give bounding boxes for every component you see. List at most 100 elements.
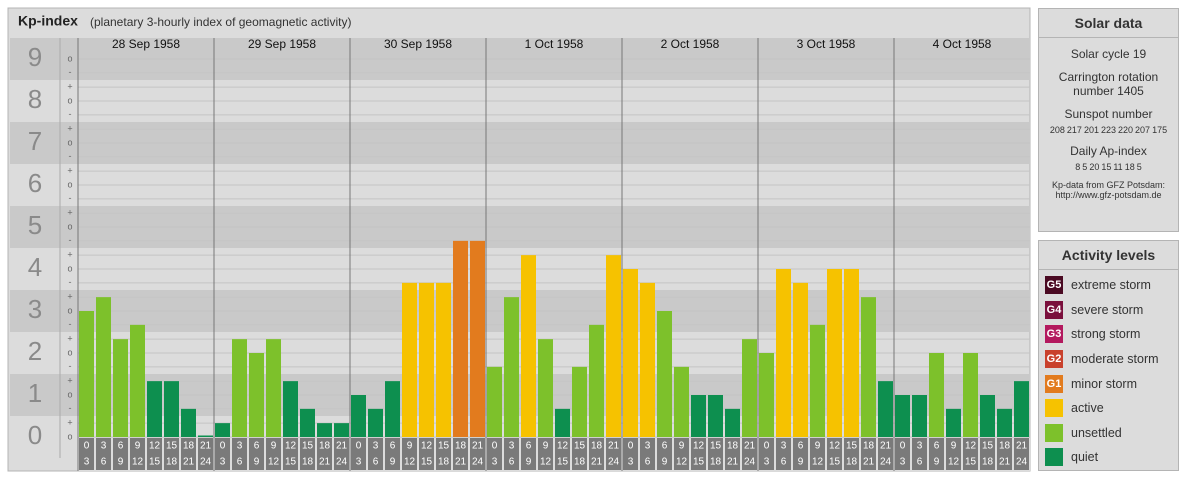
minor-tick-label: - (69, 319, 72, 329)
x-label-box (521, 438, 536, 470)
minor-tick-label: o (67, 389, 72, 399)
bar (249, 353, 264, 437)
ap-value: 5 (1136, 162, 1142, 172)
bar (759, 353, 774, 437)
x-tick-label: 12 (404, 457, 416, 468)
x-tick-label: 6 (645, 457, 651, 468)
x-tick-label: 18 (727, 441, 739, 452)
minor-tick-label: - (69, 193, 72, 203)
minor-tick-label: o (67, 137, 72, 147)
x-tick-label: 12 (948, 457, 960, 468)
minor-tick-label: o (67, 305, 72, 315)
x-tick-label: 3 (220, 457, 226, 468)
bar (453, 240, 468, 437)
x-label-box (708, 438, 723, 470)
x-tick-label: 12 (829, 441, 841, 452)
x-tick-label: 21 (863, 457, 875, 468)
x-tick-label: 0 (492, 441, 498, 452)
x-label-box (572, 438, 587, 470)
x-label-box (776, 438, 791, 470)
x-tick-label: 18 (166, 457, 178, 468)
bar (283, 381, 298, 437)
bar (266, 339, 281, 437)
x-tick-label: 15 (693, 457, 705, 468)
x-tick-label: 18 (999, 441, 1011, 452)
x-tick-label: 12 (676, 457, 688, 468)
level-swatch: G4 (1045, 300, 1063, 319)
x-tick-label: 9 (543, 441, 549, 452)
source: Kp-data from GFZ Potsdam: (1051, 180, 1166, 190)
x-tick-label: 3 (781, 441, 787, 452)
minor-tick-label: - (69, 277, 72, 287)
bar (691, 395, 706, 437)
level-label: minor storm (1071, 376, 1137, 391)
x-tick-label: 12 (812, 457, 824, 468)
minor-tick-label: + (67, 124, 72, 134)
ap-value: 11 (1113, 162, 1123, 172)
solar-panel: Solar data Solar cycle 19 Carrington rot… (1038, 8, 1179, 232)
minor-tick-label: - (69, 235, 72, 245)
day-label: 29 Sep 1958 (248, 37, 316, 51)
x-tick-label: 15 (982, 441, 994, 452)
level-item: quiet (1039, 445, 1178, 470)
level-item: G4 severe storm (1039, 298, 1178, 323)
x-tick-label: 15 (438, 441, 450, 452)
source-url: http://www.gfz-potsdam.de (1055, 190, 1162, 200)
bar (419, 282, 434, 437)
x-tick-label: 9 (679, 441, 685, 452)
x-tick-label: 6 (798, 441, 804, 452)
x-label-box (130, 438, 145, 470)
minor-tick-label: + (67, 418, 72, 428)
bar (232, 339, 247, 437)
bar (334, 423, 349, 437)
x-tick-label: 6 (237, 457, 243, 468)
x-label-box (283, 438, 298, 470)
bar (79, 311, 94, 437)
sunspot-number: 175 (1152, 125, 1168, 135)
bar (742, 339, 757, 437)
bar (929, 353, 944, 437)
bar (487, 366, 502, 437)
x-label-box (215, 438, 230, 470)
bar (368, 408, 383, 437)
x-tick-label: 6 (254, 441, 260, 452)
bar (912, 395, 927, 437)
x-tick-label: 0 (84, 441, 90, 452)
bar (674, 366, 689, 437)
minor-tick-label: + (67, 376, 72, 386)
x-tick-label: 3 (237, 441, 243, 452)
x-tick-label: 3 (628, 457, 634, 468)
minor-tick-label: + (67, 334, 72, 344)
x-tick-label: 18 (982, 457, 994, 468)
x-label-box (368, 438, 383, 470)
ap-values: 8 5 20 15 11 18 5 (1039, 162, 1178, 172)
bar (113, 339, 128, 437)
x-tick-label: 12 (965, 441, 977, 452)
x-label-box (147, 438, 162, 470)
x-label-box (810, 438, 825, 470)
bar (1014, 381, 1029, 437)
x-label-box (453, 438, 468, 470)
level-item: unsettled (1039, 421, 1178, 446)
x-label-box (96, 438, 111, 470)
level-item: active (1039, 396, 1178, 421)
bar (198, 435, 213, 437)
x-tick-label: 9 (271, 441, 277, 452)
x-label-box (198, 438, 213, 470)
x-label-box (912, 438, 927, 470)
bar (878, 381, 893, 437)
x-tick-label: 6 (101, 457, 107, 468)
x-tick-label: 6 (662, 441, 668, 452)
x-label-box (385, 438, 400, 470)
bar (181, 408, 196, 437)
x-tick-label: 12 (693, 441, 705, 452)
x-label-box (623, 438, 638, 470)
chart-subtitle: (planetary 3-hourly index of geomagnetic… (90, 15, 351, 29)
x-label-box (589, 438, 604, 470)
x-tick-label: 0 (356, 441, 362, 452)
bar (504, 297, 519, 437)
bar (147, 381, 162, 437)
x-tick-label: 3 (492, 457, 498, 468)
sunspot-number: 208 (1049, 125, 1065, 135)
x-tick-label: 6 (917, 457, 923, 468)
